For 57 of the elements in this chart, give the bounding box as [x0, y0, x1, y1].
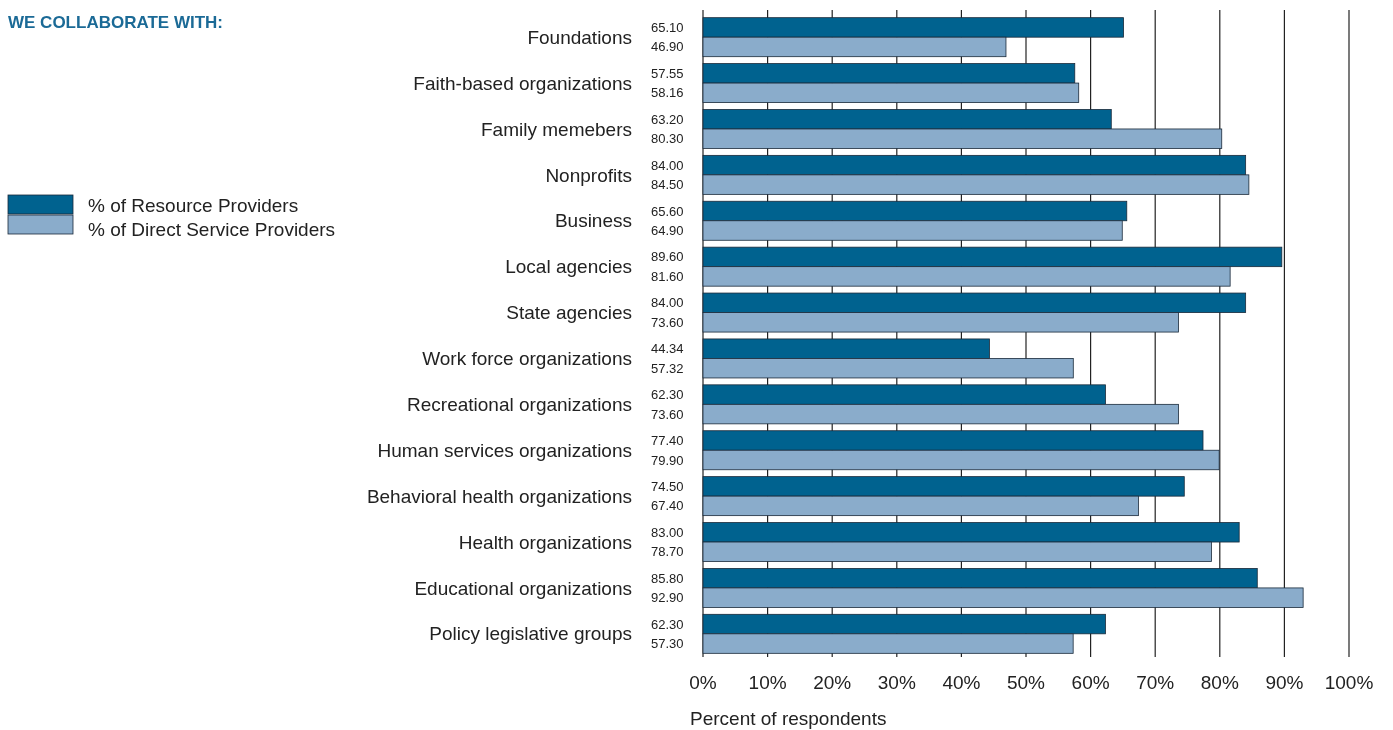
- data-label: 57.55: [651, 65, 684, 81]
- data-label: 85.80: [651, 570, 684, 586]
- y-tick-label: Foundations: [527, 26, 632, 48]
- data-label: 92.90: [651, 590, 684, 606]
- y-tick-label: Policy legislative groups: [429, 623, 632, 645]
- data-label: 84.00: [651, 157, 684, 173]
- y-tick-label: Educational organizations: [414, 577, 632, 599]
- data-label: 73.60: [651, 314, 684, 330]
- x-tick-label: 30%: [877, 672, 916, 693]
- data-label: 77.40: [651, 433, 684, 449]
- data-label: 65.10: [651, 19, 684, 35]
- data-label: 57.30: [651, 636, 684, 652]
- data-label: 79.90: [651, 452, 684, 468]
- y-tick-label: Work force organizations: [422, 348, 632, 370]
- x-tick-label: 20%: [813, 672, 852, 693]
- x-tick-label: 10%: [748, 672, 787, 693]
- x-tick-label: 100%: [1324, 672, 1374, 693]
- y-tick-label: Behavioral health organizations: [366, 485, 632, 507]
- x-tick-label: 70%: [1136, 672, 1175, 693]
- data-label: 73.60: [651, 406, 684, 422]
- data-label: 80.30: [651, 131, 684, 147]
- data-label: 78.70: [651, 544, 684, 560]
- data-label: 44.34: [651, 341, 684, 357]
- y-tick-label: Nonprofits: [545, 164, 632, 186]
- x-tick-label: 90%: [1265, 672, 1304, 693]
- legend-label: % of Resource Providers: [88, 194, 299, 216]
- text: WE COLLABORATE WITH:: [8, 13, 223, 32]
- x-tick-label: 80%: [1200, 672, 1239, 693]
- data-label: 65.60: [651, 203, 684, 219]
- data-label: 83.00: [651, 524, 684, 540]
- data-label: 62.30: [651, 616, 684, 632]
- data-label: 57.32: [651, 360, 684, 376]
- x-tick-label: 50%: [1006, 672, 1046, 693]
- data-label: 46.90: [651, 39, 684, 55]
- y-tick-label: Health organizations: [458, 531, 632, 553]
- x-tick-label: 60%: [1071, 672, 1110, 693]
- y-tick-label: Family memebers: [481, 118, 632, 140]
- x-tick-label: 40%: [942, 672, 981, 693]
- data-label: 63.20: [651, 111, 684, 127]
- data-label: 64.90: [651, 223, 684, 239]
- x-axis-title: Percent of respondents: [690, 708, 887, 729]
- y-tick-label: Local agencies: [505, 256, 632, 278]
- data-label: 81.60: [651, 268, 684, 284]
- data-label: 89.60: [651, 249, 684, 265]
- y-tick-label: Human services organizations: [377, 439, 632, 461]
- data-label: 58.16: [651, 85, 684, 101]
- y-tick-label: Recreational organizations: [407, 393, 632, 415]
- data-label: 67.40: [651, 498, 684, 514]
- y-tick-label: State agencies: [506, 302, 632, 324]
- data-label: 74.50: [651, 478, 684, 494]
- legend-label: % of Direct Service Providers: [88, 218, 336, 240]
- y-tick-label: Business: [554, 210, 632, 232]
- y-tick-label: Faith-based organizations: [413, 72, 632, 94]
- data-label: 84.50: [651, 177, 684, 193]
- data-label: 62.30: [651, 387, 684, 403]
- data-label: 84.00: [651, 295, 684, 311]
- x-tick-label: 0%: [689, 672, 717, 693]
